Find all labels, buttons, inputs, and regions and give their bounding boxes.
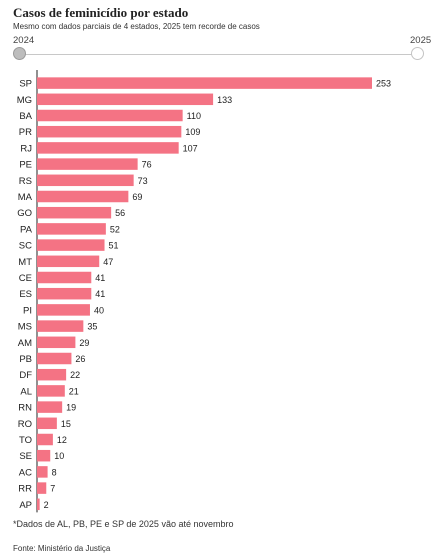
value-label-mg: 133 (217, 95, 232, 105)
category-label-ac: AC (19, 467, 32, 478)
category-label-ma: MA (18, 192, 33, 203)
value-label-df: 22 (70, 370, 80, 380)
value-label-sc: 51 (109, 241, 119, 251)
value-label-ba: 110 (187, 111, 201, 121)
bar-rn[interactable] (37, 401, 63, 413)
value-label-ce: 41 (95, 273, 105, 283)
bar-ac[interactable] (37, 466, 48, 478)
bar-sp[interactable] (37, 77, 372, 89)
value-label-sp: 253 (376, 79, 391, 89)
bar-ro[interactable] (37, 417, 57, 430)
slider-knob-2025[interactable] (411, 47, 424, 60)
bar-rs[interactable] (37, 174, 134, 187)
category-label-mt: MT (18, 257, 32, 268)
slider-knob-2024[interactable] (13, 47, 26, 60)
value-label-pe: 76 (142, 160, 152, 170)
bar-pe[interactable] (37, 158, 138, 170)
category-label-pr: PR (19, 127, 32, 138)
category-label-sp: SP (19, 79, 32, 90)
category-label-rs: RS (19, 176, 32, 187)
year-start-label[interactable]: 2024 (13, 35, 35, 46)
bar-pa[interactable] (37, 223, 106, 235)
category-label-rj: RJ (20, 143, 32, 154)
value-label-pa: 52 (110, 224, 120, 234)
value-label-ro: 15 (61, 419, 71, 429)
category-label-pb: PB (19, 354, 32, 365)
category-label-mg: MG (17, 95, 32, 106)
bar-pr[interactable] (37, 125, 182, 138)
bar-pb[interactable] (37, 352, 72, 365)
category-label-ap: AP (19, 500, 32, 511)
category-label-al: AL (20, 386, 32, 397)
category-label-pe: PE (19, 160, 32, 171)
bar-ce[interactable] (37, 271, 92, 284)
value-label-am: 29 (79, 338, 89, 348)
bar-go[interactable] (37, 206, 112, 219)
bar-ms[interactable] (37, 320, 84, 332)
value-label-al: 21 (69, 386, 79, 396)
category-label-sc: SC (19, 241, 32, 252)
bar-ma[interactable] (37, 190, 129, 203)
category-label-rr: RR (18, 484, 32, 495)
value-label-pr: 109 (185, 127, 200, 137)
value-label-rj: 107 (183, 143, 198, 153)
year-end-label[interactable]: 2025 (410, 35, 432, 46)
bar-rj[interactable] (37, 142, 179, 154)
bar-ba[interactable] (37, 109, 183, 122)
bar-es[interactable] (37, 287, 92, 300)
bar-am[interactable] (37, 336, 76, 349)
category-label-go: GO (17, 208, 32, 219)
bar-pi[interactable] (37, 304, 90, 316)
bar-al[interactable] (37, 385, 65, 397)
chart-title: Casos de feminicídio por estado (13, 5, 189, 20)
bar-mg[interactable] (37, 93, 214, 106)
category-label-ms: MS (18, 322, 32, 333)
value-label-ma: 69 (132, 192, 142, 202)
footnote: *Dados de AL, PB, PE e SP de 2025 vão at… (13, 519, 234, 529)
value-label-pi: 40 (94, 305, 104, 315)
value-label-go: 56 (115, 208, 125, 218)
value-label-rn: 19 (66, 403, 76, 413)
value-label-ac: 8 (52, 467, 57, 477)
category-label-to: TO (19, 435, 32, 446)
category-label-rn: RN (18, 403, 32, 414)
category-label-pa: PA (20, 224, 33, 235)
bar-rr[interactable] (37, 482, 47, 494)
bar-sc[interactable] (37, 239, 105, 251)
bar-mt[interactable] (37, 255, 100, 268)
category-label-df: DF (19, 370, 32, 381)
value-label-ap: 2 (44, 500, 49, 510)
category-label-ro: RO (18, 419, 32, 430)
value-label-to: 12 (57, 435, 67, 445)
bar-se[interactable] (37, 449, 51, 462)
category-label-es: ES (19, 289, 32, 300)
value-label-mt: 47 (103, 257, 113, 267)
bar-df[interactable] (37, 368, 67, 381)
value-label-rr: 7 (50, 484, 55, 494)
category-label-ba: BA (19, 111, 32, 122)
bar-ap[interactable] (37, 498, 40, 511)
value-label-rs: 73 (138, 176, 148, 186)
category-label-se: SE (19, 451, 32, 462)
source-note: Fonte: Ministério da Justiça (13, 544, 111, 553)
chart-subtitle: Mesmo com dados parciais de 4 estados, 2… (13, 22, 260, 31)
category-label-am: AM (18, 338, 32, 349)
value-label-se: 10 (54, 451, 64, 461)
value-label-pb: 26 (75, 354, 85, 364)
bar-to[interactable] (37, 433, 53, 446)
value-label-es: 41 (95, 289, 105, 299)
category-label-pi: PI (23, 305, 32, 316)
category-label-ce: CE (19, 273, 32, 284)
slider-track[interactable] (19, 54, 417, 55)
value-label-ms: 35 (87, 322, 97, 332)
